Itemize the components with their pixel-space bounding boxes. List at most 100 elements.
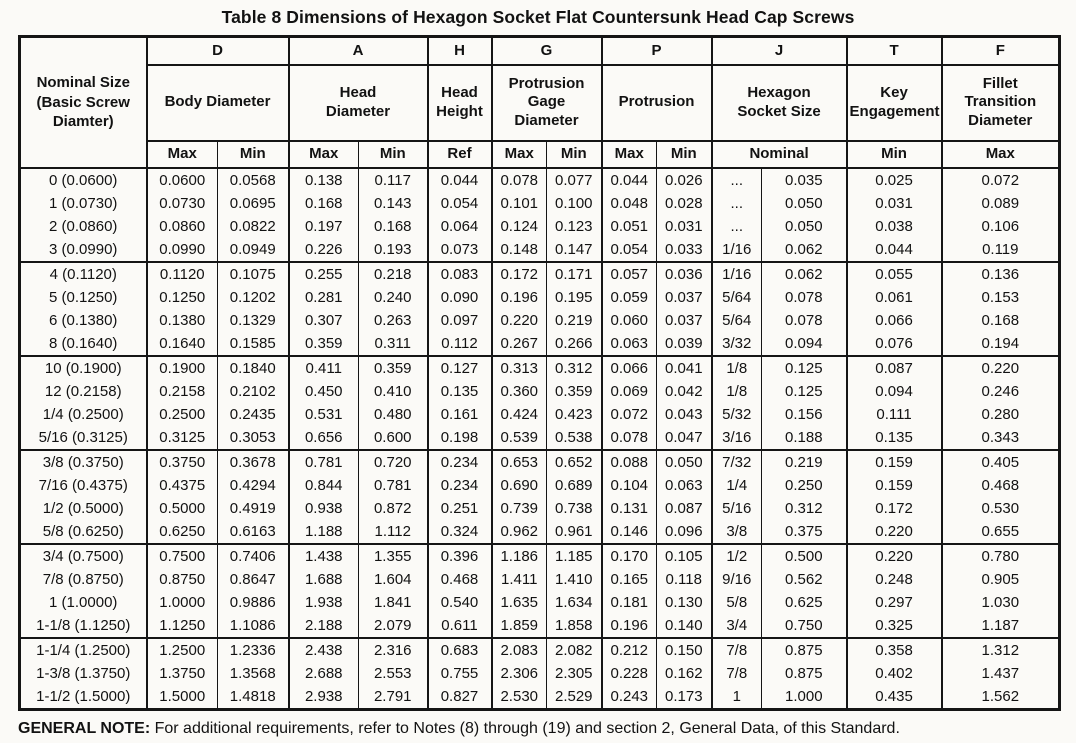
table-row: 5/16 (0.3125) 0.3125 0.3053 0.656 0.600 0.198… bbox=[20, 425, 1060, 450]
data-cell: 0.530 bbox=[940, 496, 1060, 520]
data-cell: 0.138 bbox=[287, 167, 359, 192]
data-cell: 0.078 bbox=[761, 308, 847, 332]
data-cell: 1/2 bbox=[710, 543, 762, 568]
data-cell: 0.655 bbox=[940, 519, 1060, 544]
data-cell: 0.435 bbox=[845, 684, 942, 709]
data-cell: 0.2158 bbox=[145, 379, 218, 403]
data-cell: 0.042 bbox=[656, 379, 712, 403]
data-cell: 0.077 bbox=[545, 167, 602, 192]
row-label: 1-1/4 (1.2500) bbox=[36, 641, 131, 659]
data-cell: 0.220 bbox=[940, 355, 1060, 380]
data-cell: 0.101 bbox=[490, 191, 547, 215]
data-cell: 0.539 bbox=[490, 425, 547, 450]
data-cell: 1.562 bbox=[940, 684, 1060, 709]
data-cell: 0.625 bbox=[761, 590, 847, 614]
table-row: 4 (0.1120) 0.1120 0.1075 0.255 0.218 0.083 0.1… bbox=[20, 261, 1060, 286]
data-cell: 2.530 bbox=[490, 684, 547, 709]
data-cell: 0.1329 bbox=[217, 308, 289, 332]
data-cell: 0.540 bbox=[426, 590, 492, 614]
data-cell: 2.553 bbox=[358, 661, 428, 685]
data-cell: 0.162 bbox=[656, 661, 712, 685]
col-letter-A: A bbox=[287, 36, 428, 66]
table-row: 2 (0.0860) 0.0860 0.0822 0.197 0.168 0.064 0.1… bbox=[20, 214, 1060, 238]
row-group: 1-1/4 (1.2500) 1.2500 1.2336 2.438 2.316 0.68… bbox=[19, 637, 1060, 709]
data-cell: 0.219 bbox=[761, 449, 847, 474]
data-cell: 0.405 bbox=[940, 449, 1060, 474]
row-label: 3/8 (0.3750) bbox=[42, 453, 124, 471]
data-cell: 0.240 bbox=[358, 285, 428, 309]
table-row: 7/8 (0.8750) 0.8750 0.8647 1.688 1.604 0.468 1… bbox=[20, 567, 1060, 591]
data-cell: 0.0860 bbox=[145, 214, 218, 238]
row-label: 1/4 (0.2500) bbox=[42, 405, 124, 423]
data-cell: ... bbox=[710, 214, 762, 238]
data-cell: 0.135 bbox=[426, 379, 492, 403]
table-row: 3/8 (0.3750) 0.3750 0.3678 0.781 0.720 0.234 0… bbox=[20, 449, 1060, 474]
data-cell: 0.100 bbox=[545, 191, 602, 215]
data-cell: 0.226 bbox=[287, 237, 359, 262]
data-cell: 0.111 bbox=[845, 402, 942, 426]
col-name-head-height: Head Height bbox=[426, 64, 492, 142]
data-cell: 0.087 bbox=[656, 496, 712, 520]
data-cell: 0.094 bbox=[845, 379, 942, 403]
data-cell: 0.168 bbox=[940, 308, 1060, 332]
data-cell: 0.066 bbox=[600, 355, 657, 380]
data-cell: 0.228 bbox=[600, 661, 657, 685]
data-cell: 5/16 bbox=[710, 496, 762, 520]
data-cell: 1.000 bbox=[761, 684, 847, 709]
data-cell: 0.106 bbox=[940, 214, 1060, 238]
data-cell: 7/32 bbox=[710, 449, 762, 474]
data-cell: 1.186 bbox=[490, 543, 547, 568]
data-cell: 0.031 bbox=[656, 214, 712, 238]
data-cell: 0.044 bbox=[845, 237, 942, 262]
table-row: 1-1/4 (1.2500) 1.2500 1.2336 2.438 2.316 0.68… bbox=[20, 637, 1060, 662]
dimensions-table: Nominal Size (Basic Screw Diamter) D A H… bbox=[18, 35, 1062, 711]
data-cell: 0.218 bbox=[358, 261, 428, 286]
data-cell: 0.125 bbox=[761, 355, 847, 380]
data-cell: 0.062 bbox=[761, 261, 847, 286]
data-cell: 0.600 bbox=[358, 425, 428, 450]
data-cell: 0.1202 bbox=[217, 285, 289, 309]
data-cell: 0.3053 bbox=[217, 425, 289, 450]
row-label: 1/2 (0.5000) bbox=[42, 499, 124, 517]
data-cell: 0.396 bbox=[426, 543, 492, 568]
data-cell: 0.468 bbox=[426, 567, 492, 591]
data-cell: 0.147 bbox=[545, 237, 602, 262]
data-cell: 0.097 bbox=[426, 308, 492, 332]
data-cell: 0.480 bbox=[358, 402, 428, 426]
data-cell: 0.172 bbox=[490, 261, 547, 286]
table-row: 1-1/8 (1.1250) 1.1250 1.1086 2.188 2.079 0.61… bbox=[20, 613, 1060, 638]
data-cell: 0.051 bbox=[600, 214, 657, 238]
data-cell: 0.066 bbox=[845, 308, 942, 332]
table-row: 1-3/8 (1.3750) 1.3750 1.3568 2.688 2.553 0.75… bbox=[20, 661, 1060, 685]
data-cell: 0.069 bbox=[600, 379, 657, 403]
data-cell: 0.243 bbox=[600, 684, 657, 709]
data-cell: 1.858 bbox=[545, 613, 602, 638]
data-cell: 0.9886 bbox=[217, 590, 289, 614]
data-cell: 0.652 bbox=[545, 449, 602, 474]
data-cell: 0.0990 bbox=[145, 237, 218, 262]
data-cell: 0.875 bbox=[761, 637, 847, 662]
data-cell: 2.305 bbox=[545, 661, 602, 685]
data-cell: 0.358 bbox=[845, 637, 942, 662]
data-cell: 0.1075 bbox=[217, 261, 289, 286]
data-cell: 0.117 bbox=[358, 167, 428, 192]
row-group: 3/4 (0.7500) 0.7500 0.7406 1.438 1.355 0.396 1… bbox=[19, 543, 1060, 638]
data-cell: 0.755 bbox=[426, 661, 492, 685]
data-cell: 0.064 bbox=[426, 214, 492, 238]
data-cell: 0.112 bbox=[426, 331, 492, 356]
row-label: 1-3/8 (1.3750) bbox=[36, 664, 131, 682]
data-cell: 0.055 bbox=[845, 261, 942, 286]
row-label: 3 (0.0990) bbox=[49, 240, 118, 258]
data-cell: 2.082 bbox=[545, 637, 602, 662]
data-cell: 0.104 bbox=[600, 473, 657, 497]
row-label: 3/4 (0.7500) bbox=[42, 547, 124, 565]
data-cell: 0.0600 bbox=[145, 167, 218, 192]
data-cell: 0.538 bbox=[545, 425, 602, 450]
data-cell: 0.087 bbox=[845, 355, 942, 380]
data-cell: 1/16 bbox=[710, 237, 762, 262]
sub-t-min: Min bbox=[845, 140, 942, 169]
data-cell: 1.438 bbox=[287, 543, 359, 568]
data-cell: 0.738 bbox=[545, 496, 602, 520]
data-cell: 0.194 bbox=[940, 331, 1060, 356]
row-label: 1 (1.0000) bbox=[49, 593, 118, 611]
